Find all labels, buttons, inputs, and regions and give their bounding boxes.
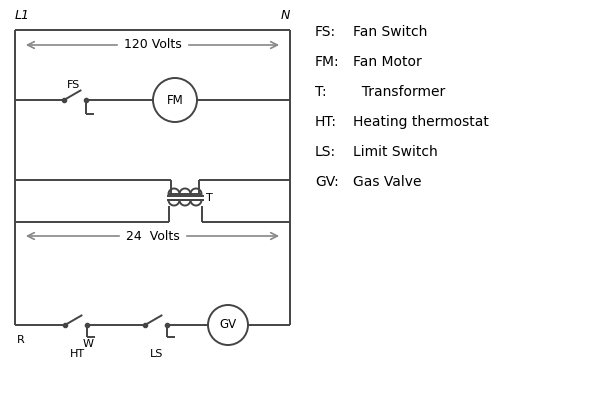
Text: T: T: [205, 193, 212, 203]
Text: FM: FM: [166, 94, 183, 106]
Text: Fan Motor: Fan Motor: [353, 55, 422, 69]
Text: 120 Volts: 120 Volts: [124, 38, 181, 52]
Text: T:: T:: [315, 85, 327, 99]
Text: 24  Volts: 24 Volts: [126, 230, 179, 242]
Text: Transformer: Transformer: [353, 85, 445, 99]
Text: LS: LS: [150, 349, 163, 359]
Text: HT: HT: [70, 349, 84, 359]
Text: LS:: LS:: [315, 145, 336, 159]
Text: R: R: [17, 335, 25, 345]
Text: FS: FS: [67, 80, 81, 90]
Text: N: N: [281, 9, 290, 22]
Text: L1: L1: [15, 9, 30, 22]
Text: Limit Switch: Limit Switch: [353, 145, 438, 159]
Text: FS:: FS:: [315, 25, 336, 39]
Text: GV:: GV:: [315, 175, 339, 189]
Text: Fan Switch: Fan Switch: [353, 25, 427, 39]
Text: HT:: HT:: [315, 115, 337, 129]
Text: GV: GV: [219, 318, 237, 332]
Text: FM:: FM:: [315, 55, 340, 69]
Text: Gas Valve: Gas Valve: [353, 175, 421, 189]
Text: W: W: [83, 339, 93, 349]
Text: Heating thermostat: Heating thermostat: [353, 115, 489, 129]
